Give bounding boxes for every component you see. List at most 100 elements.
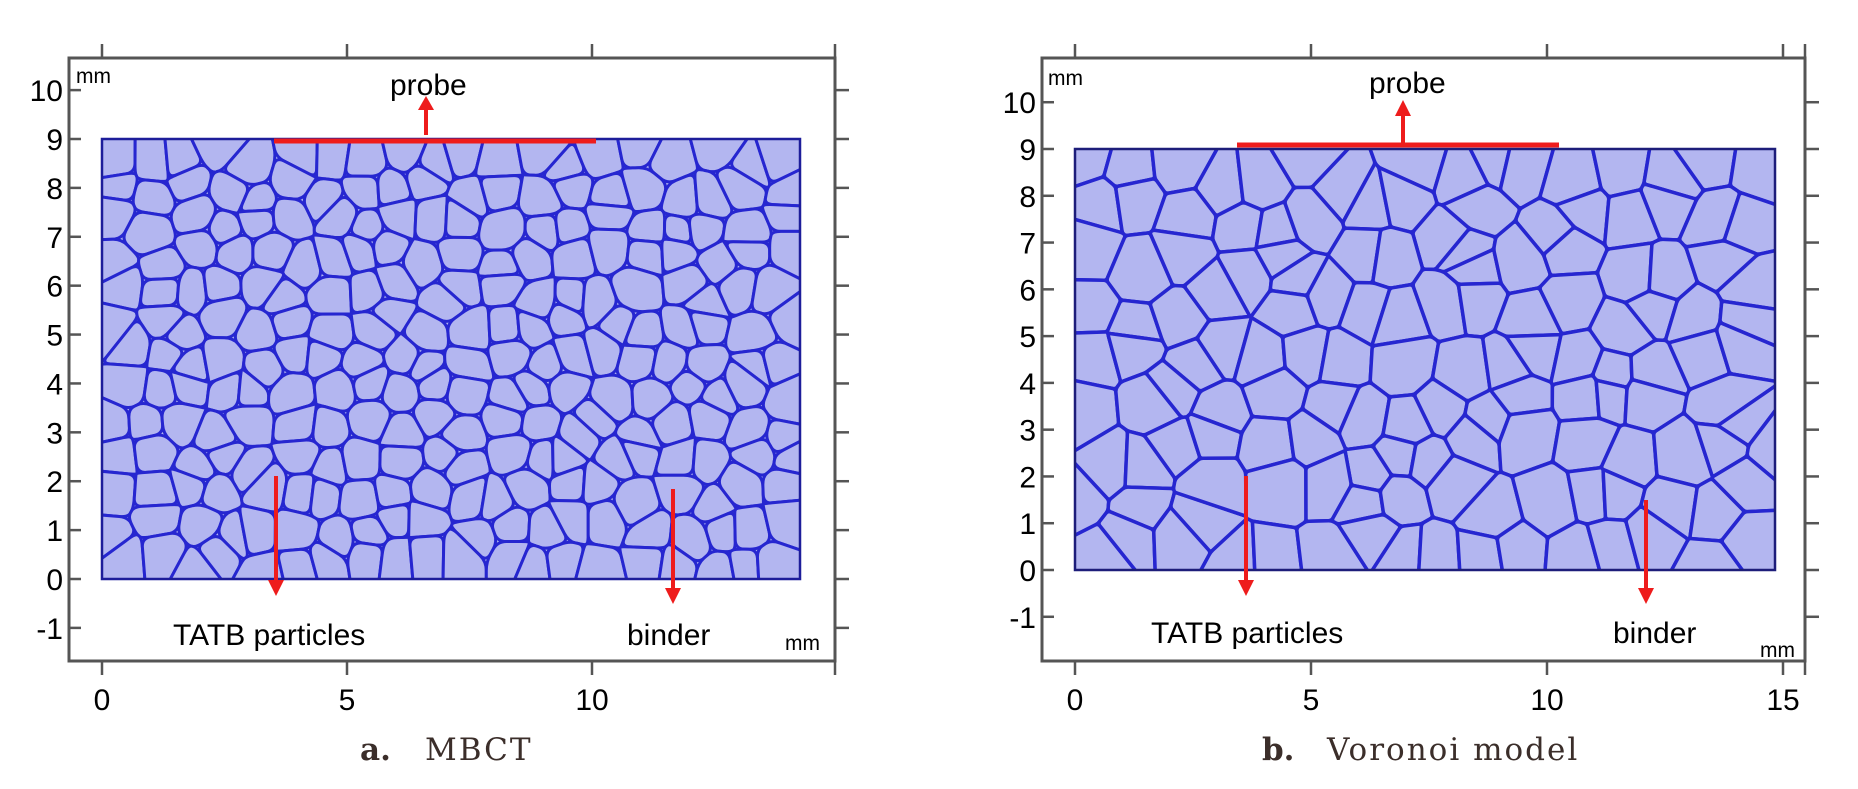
panel-a-microstructure	[102, 139, 800, 579]
particle-cell	[728, 547, 761, 579]
particle-cell	[139, 277, 180, 309]
particle-cell	[346, 541, 384, 579]
particle-cell	[657, 543, 699, 579]
y-tick-label: 4	[1019, 368, 1036, 401]
particle-cell	[545, 540, 585, 579]
particle-cell	[772, 439, 800, 476]
particle-cell	[574, 542, 629, 579]
panel-a-x-tick-labels: 0 5 10	[94, 684, 609, 717]
particle-cell	[1417, 516, 1462, 570]
particle-cell	[441, 139, 486, 180]
x-tick-label: 0	[94, 684, 111, 717]
particle-cell	[102, 533, 147, 579]
panel-b-binder-arrowhead	[1638, 588, 1654, 604]
x-tick-label: 10	[1530, 684, 1563, 717]
particle-cell	[572, 139, 625, 180]
particle-cell	[340, 435, 382, 482]
particle-cell	[693, 549, 736, 579]
panel-b-domain-border	[1073, 147, 1777, 572]
particle-cell	[1624, 505, 1690, 570]
panel-a-particles-arrowhead	[268, 580, 284, 596]
particle-cell	[762, 340, 800, 386]
panel-b-ticks	[1042, 44, 1819, 675]
particle-cell	[408, 534, 446, 579]
panel-b-caption-text: Voronoi model	[1326, 732, 1579, 768]
particle-cell	[1585, 517, 1641, 570]
x-tick-label: 5	[1303, 684, 1320, 717]
particle-cell	[102, 435, 139, 476]
particle-cell	[1715, 321, 1775, 384]
panel-a-caption-letter: a.	[360, 732, 391, 768]
panel-b-unit-top: mm	[1048, 67, 1083, 90]
particle-cell	[1455, 528, 1505, 570]
particle-cell	[413, 193, 449, 244]
particle-cell	[1075, 522, 1138, 570]
panel-b-probe-label: probe	[1369, 67, 1446, 100]
particle-cell	[102, 469, 137, 519]
particle-cell	[754, 139, 800, 183]
y-tick-label: 10	[30, 75, 63, 108]
y-tick-label: 0	[1019, 555, 1036, 588]
panel-a-binder-label: binder	[627, 619, 710, 652]
particle-cell	[377, 535, 415, 579]
y-tick-label: 10	[1003, 87, 1036, 120]
panel-b-cells	[1075, 149, 1775, 570]
particle-cell	[1543, 520, 1602, 570]
y-tick-label: 4	[46, 368, 63, 401]
y-tick-label: 7	[46, 222, 63, 255]
panel-b-particles-label: TATB particles	[1151, 617, 1343, 650]
y-tick-label: 1	[46, 515, 63, 548]
y-tick-label: 1	[1019, 508, 1036, 541]
particle-cell	[308, 540, 352, 579]
y-tick-label: 6	[1019, 274, 1036, 307]
y-tick-label: 8	[1019, 181, 1036, 214]
particle-cell	[479, 174, 523, 213]
particle-cell	[761, 498, 800, 552]
particle-cell	[309, 477, 342, 522]
panel-b-unit-bottom: mm	[1760, 639, 1795, 662]
particle-cell	[513, 543, 552, 579]
particle-cell	[102, 237, 141, 284]
x-tick-label: 15	[1766, 684, 1799, 717]
panel-b-particles-arrowhead	[1238, 580, 1254, 596]
particle-cell	[583, 202, 636, 232]
particle-cell	[618, 545, 665, 579]
particle-cell	[1495, 518, 1550, 570]
panel-a-frame	[67, 56, 837, 663]
particle-cell	[1198, 517, 1257, 570]
y-tick-label: 5	[46, 320, 63, 353]
particle-cell	[1370, 522, 1424, 570]
particle-cell	[1720, 508, 1775, 570]
particle-cell	[373, 472, 414, 510]
particle-cell	[689, 310, 731, 347]
panel-b-caption-letter: b.	[1262, 732, 1294, 768]
panel-b-microstructure	[1075, 149, 1775, 570]
particle-cell	[337, 478, 380, 521]
y-tick-label: 8	[46, 173, 63, 206]
y-tick-label: 9	[46, 124, 63, 157]
particle-cell	[270, 139, 319, 177]
y-tick-label: 0	[46, 564, 63, 597]
particle-cell	[1253, 238, 1314, 280]
panel-a-probe-arrowhead	[418, 96, 434, 110]
particle-cell	[281, 472, 316, 515]
y-tick-label: -1	[1009, 602, 1036, 635]
y-tick-label: 3	[1019, 415, 1036, 448]
particle-cell	[436, 235, 485, 273]
x-tick-label: 5	[339, 684, 356, 717]
particle-cell	[1250, 519, 1304, 570]
particle-cell	[648, 139, 699, 184]
particle-cell	[132, 433, 180, 474]
y-tick-label: 2	[46, 466, 63, 499]
particle-cell	[238, 504, 277, 556]
panel-a-unit-top: mm	[76, 65, 111, 88]
particle-cell	[1337, 513, 1402, 570]
y-tick-label: -1	[36, 613, 63, 646]
particle-cell	[761, 202, 800, 233]
y-tick-label: 3	[46, 417, 63, 450]
